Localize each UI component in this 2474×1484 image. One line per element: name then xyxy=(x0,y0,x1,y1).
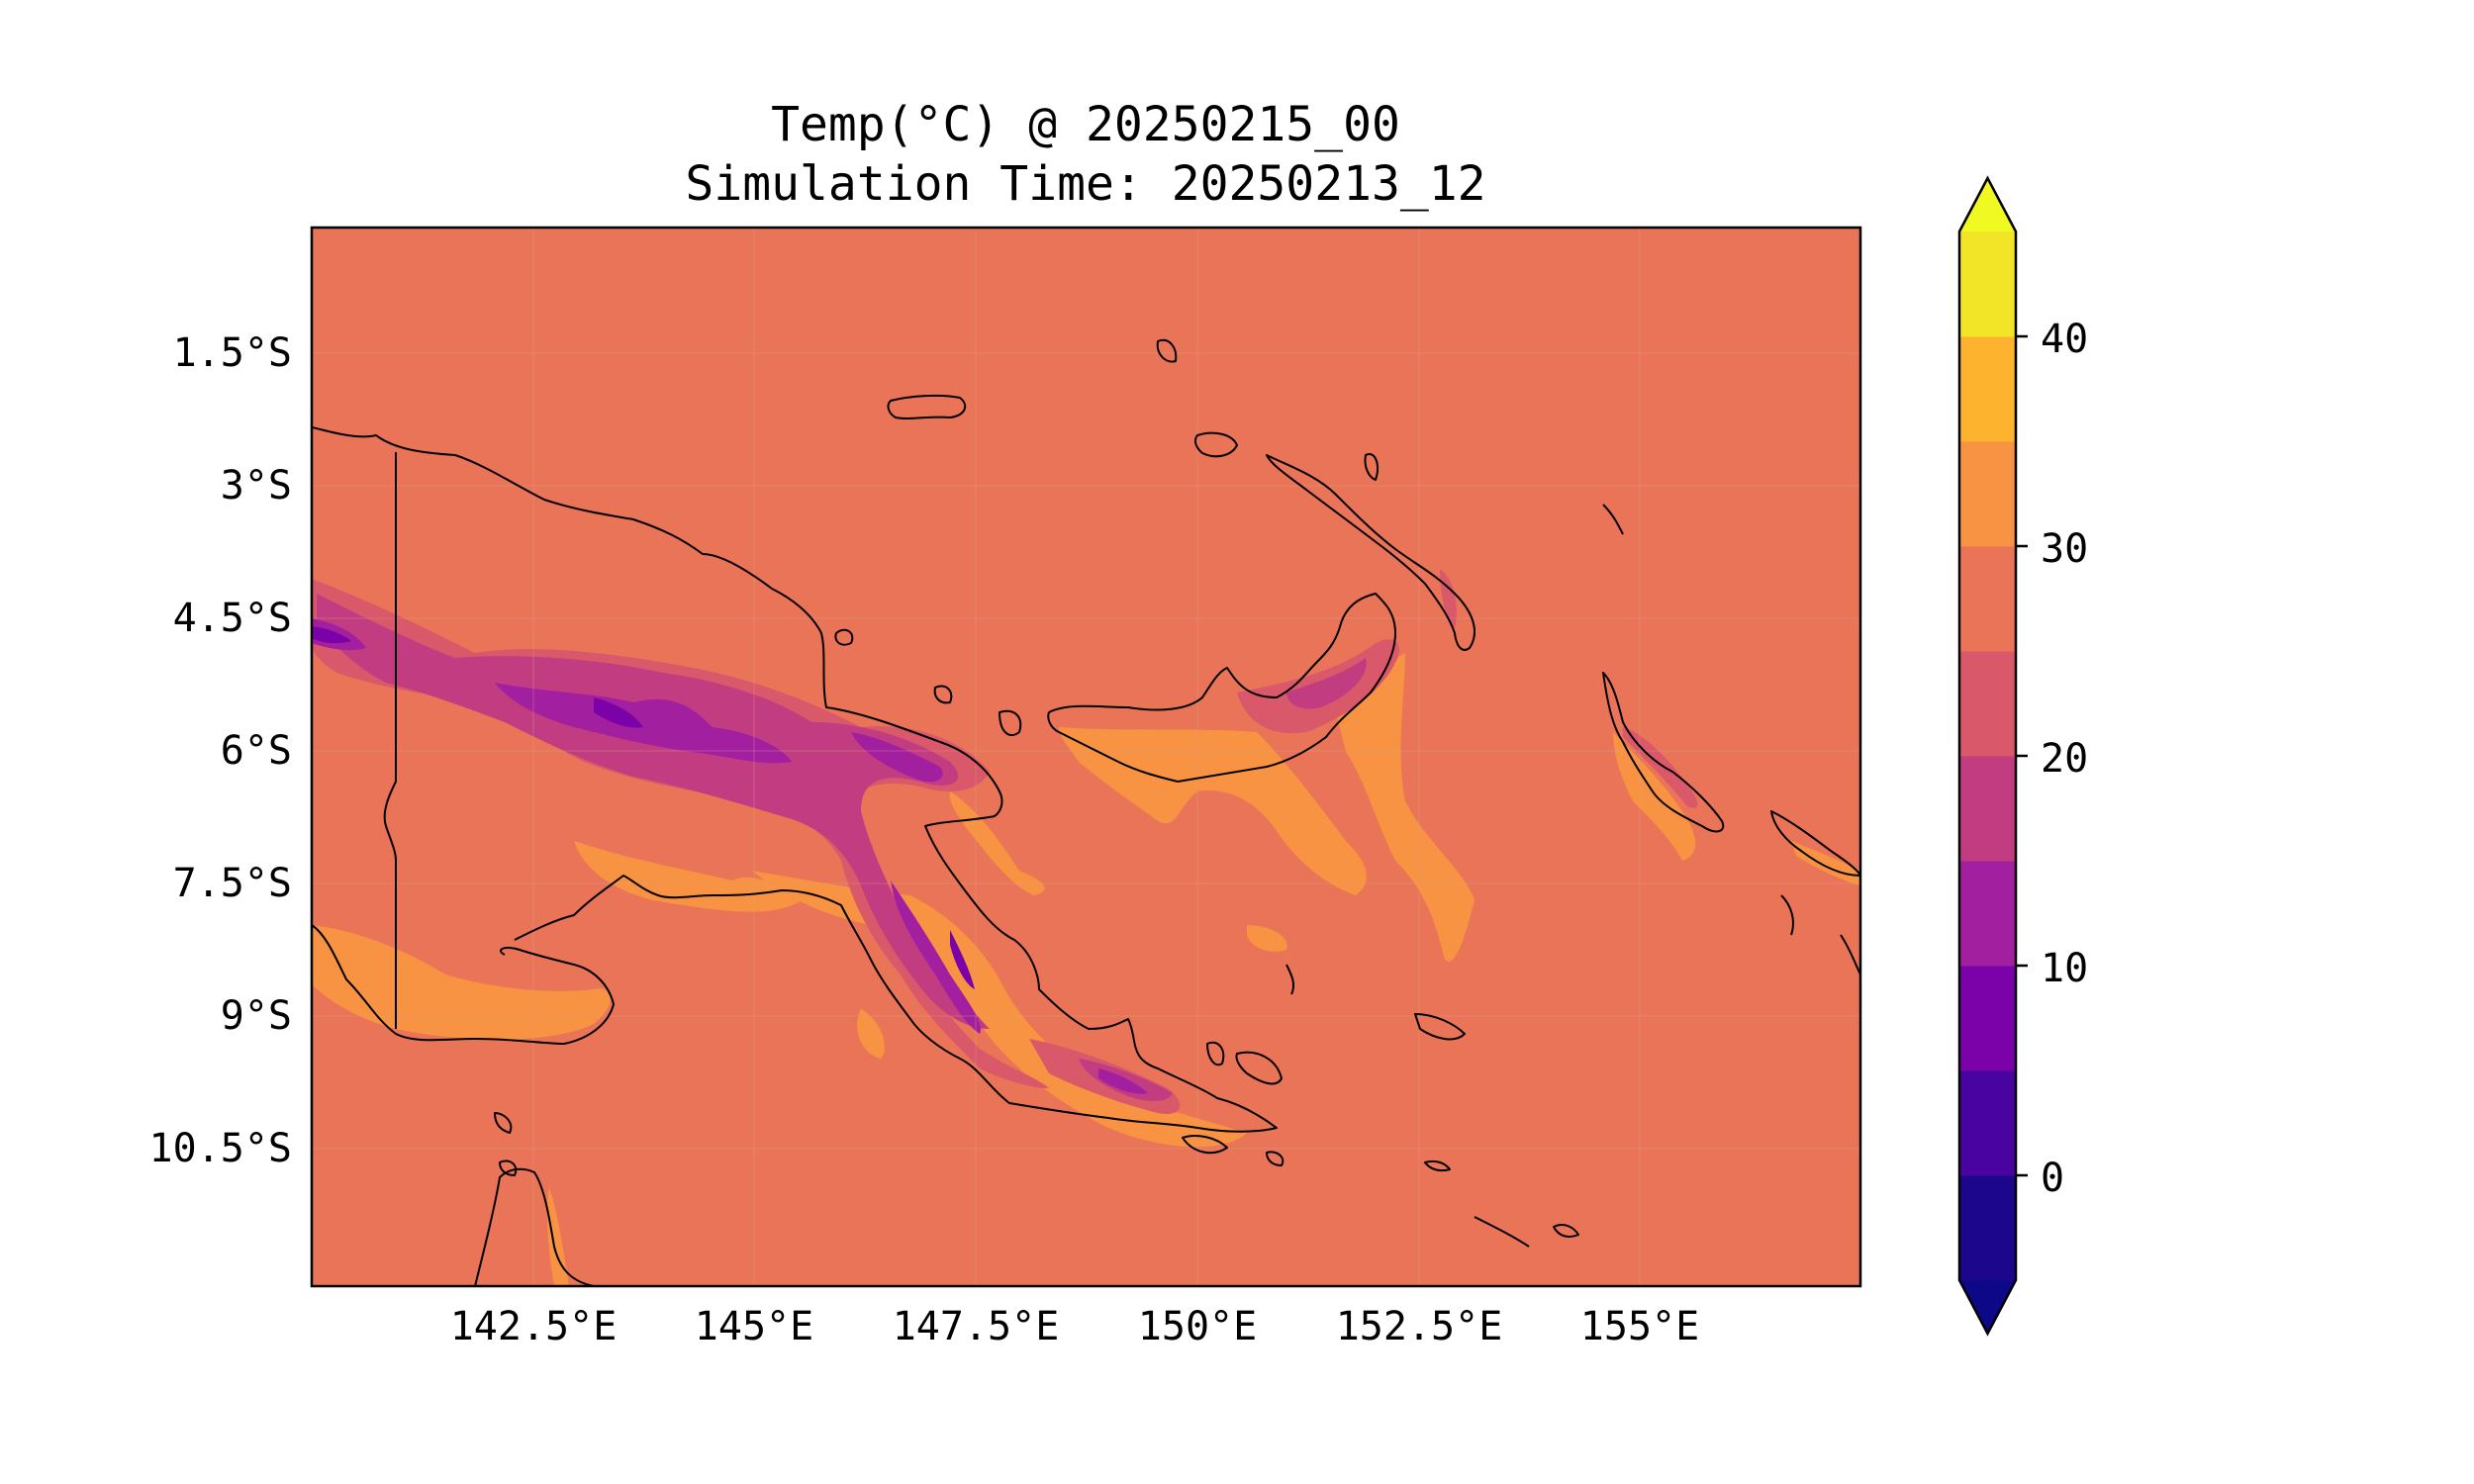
lon-label: 155°E xyxy=(1580,1304,1699,1349)
lat-label: 6°S xyxy=(221,728,292,774)
coastline-new-britain xyxy=(1047,593,1396,783)
title-line-2: Simulation Time: 20250213_12 xyxy=(685,156,1485,212)
lat-label: 4.5°S xyxy=(173,596,292,641)
coastline-new-guinea-north xyxy=(312,426,1003,817)
coastline-rook xyxy=(1285,964,1295,995)
longitude-labels: 142.5°E 145°E 147.5°E 150°E 152.5°E 155°… xyxy=(450,1304,1700,1349)
lon-label: 150°E xyxy=(1138,1304,1257,1349)
contour-10-15-highlands-peaks xyxy=(495,683,792,764)
coastline-small-island-1 xyxy=(1156,338,1178,363)
colorbar-extend-under xyxy=(1959,1280,2016,1334)
contour-30-35-woodlark xyxy=(1247,925,1287,952)
coastline-dentrecasteaux xyxy=(1206,1041,1283,1085)
colorbar-band xyxy=(1959,441,2016,547)
colorbar-band xyxy=(1959,966,2016,1071)
map-frame xyxy=(310,226,1862,1288)
contour-30-35-southwest-lowland xyxy=(312,925,611,1040)
contour-30-35-southern-tip xyxy=(857,1009,885,1059)
colorbar-band xyxy=(1959,232,2016,337)
colorbar-outline xyxy=(1957,175,2018,1337)
colorbar-band xyxy=(1959,1175,2016,1281)
coastline-louisiade xyxy=(1424,1159,1579,1248)
coastline-cape-york xyxy=(474,1167,595,1286)
colorbar-tick-label: 30 xyxy=(2041,526,2088,572)
contour-30-35-cape-york xyxy=(546,1187,569,1286)
colorbar-band xyxy=(1959,651,2016,757)
coastline-small-island-3 xyxy=(1602,504,1624,535)
contour-30-35-solomon-west xyxy=(1791,841,1860,885)
lon-label: 152.5°E xyxy=(1336,1304,1503,1349)
colorbar-tick-label: 40 xyxy=(2041,317,2088,362)
colorbar xyxy=(1957,175,2028,1337)
coastline-trobriand xyxy=(1182,1135,1285,1166)
coastline-bougainville xyxy=(1602,672,1725,833)
coastline-woodlark xyxy=(1414,1013,1466,1041)
coastline-new-ireland xyxy=(1266,454,1475,651)
coastline-long-island xyxy=(933,685,953,704)
colorbar-band xyxy=(1959,546,2016,652)
lat-label: 10.5°S xyxy=(149,1126,293,1171)
coastline-solomons-choiseul xyxy=(1770,810,1860,877)
contour-15-20-new-britain xyxy=(1286,658,1367,709)
title-line-1: Temp(°C) @ 20250215_00 xyxy=(771,97,1400,152)
coastlines xyxy=(312,338,1860,1286)
coastline-gulf-papua xyxy=(312,924,615,1045)
lon-label: 145°E xyxy=(695,1304,813,1349)
contour-30-35-gulf-coast xyxy=(752,871,1247,1148)
coastline-solomons-isabel xyxy=(1780,894,1860,975)
colorbar-tick-labels: 0 10 20 30 40 xyxy=(2041,317,2088,1201)
coastline-manus xyxy=(887,394,967,419)
contour-15-20-highlands-core xyxy=(317,594,990,1029)
contour-30-35-bougainville xyxy=(1613,732,1696,861)
coastline-umboi xyxy=(999,709,1022,737)
map-panel xyxy=(312,228,1860,1286)
contour-30-35-madang-plain xyxy=(949,791,1045,895)
graticule xyxy=(312,228,1860,1286)
coastline-small-island-2 xyxy=(1364,453,1379,481)
coastline-new-guinea-southeast xyxy=(514,815,1278,1133)
colorbar-tick-label: 0 xyxy=(2041,1156,2064,1201)
lat-label: 3°S xyxy=(221,463,292,509)
contour-30-35-new-britain-ridge xyxy=(1336,653,1475,962)
contour-5-10-peak-2 xyxy=(594,697,643,728)
coastline-torres-islands xyxy=(494,1112,518,1176)
contour-10-15-owen-stanley-ridge xyxy=(891,881,981,1034)
colorbar-tick-label: 20 xyxy=(2041,736,2088,782)
colorbar-band xyxy=(1959,756,2016,862)
lon-label: 147.5°E xyxy=(893,1304,1060,1349)
colorbar-band xyxy=(1959,1070,2016,1176)
colorbar-band xyxy=(1959,336,2016,442)
border-indonesia-png xyxy=(383,452,397,1029)
contour-10-15-mount-hagen xyxy=(851,732,943,783)
contour-5-10-peak-1 xyxy=(312,626,351,644)
colorbar-tick-label: 10 xyxy=(2041,946,2088,991)
lat-label: 9°S xyxy=(221,993,292,1039)
latitude-labels: 1.5°S 3°S 4.5°S 6°S 7.5°S 9°S 10.5°S xyxy=(149,330,293,1171)
contour-10-15-eastern-ridge xyxy=(1098,1068,1148,1094)
coastline-new-hanover xyxy=(1193,431,1238,458)
lon-label: 142.5°E xyxy=(450,1304,618,1349)
lat-label: 1.5°S xyxy=(173,330,292,376)
coastline-karkar xyxy=(834,628,854,646)
lat-label: 7.5°S xyxy=(173,861,292,906)
contour-5-10-peak-3 xyxy=(950,930,975,989)
colorbar-extend-over xyxy=(1959,178,2016,232)
colorbar-band xyxy=(1959,861,2016,967)
